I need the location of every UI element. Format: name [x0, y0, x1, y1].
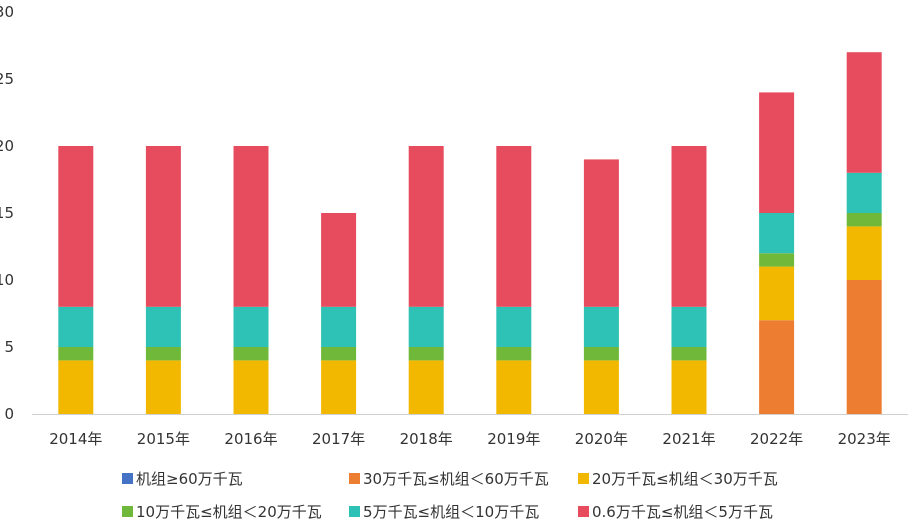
- bar-segment: [321, 306, 357, 347]
- x-tick-label: 2018年: [400, 430, 453, 448]
- bar-segment: [759, 213, 795, 254]
- bar-segment: [408, 146, 444, 307]
- bar-segment: [496, 306, 532, 347]
- bar-segment: [583, 306, 619, 347]
- legend-swatch: [349, 473, 360, 484]
- bar-segment: [671, 347, 707, 361]
- bar-segment: [759, 253, 795, 267]
- legend-swatch: [349, 506, 360, 517]
- bar-segment: [671, 146, 707, 307]
- x-tick-label: 2015年: [137, 430, 190, 448]
- x-tick-label: 2016年: [224, 430, 277, 448]
- bar-segment: [583, 159, 619, 307]
- bar-segment: [321, 347, 357, 361]
- bar-segment: [759, 266, 795, 321]
- bar-segment: [496, 347, 532, 361]
- x-axis-ticks: 2014年 2015年 2016年 2017年 2018年 2019年 2020年 2021年…: [49, 430, 891, 448]
- bar-segment: [321, 213, 357, 307]
- legend-label: 机组≥60万千瓦: [136, 470, 243, 488]
- y-tick-label: 10: [0, 271, 14, 289]
- bar-segment: [671, 306, 707, 347]
- x-tick-label: 2019年: [487, 430, 540, 448]
- legend-label: 0.6万千瓦≤机组＜5万千瓦: [592, 503, 773, 521]
- bar-segment: [145, 347, 181, 361]
- x-tick-label: 2023年: [838, 430, 891, 448]
- bar-segment: [321, 360, 357, 414]
- x-tick-label: 2014年: [49, 430, 102, 448]
- y-tick-label: 15: [0, 204, 14, 222]
- legend-label: 30万千瓦≤机组＜60万千瓦: [363, 470, 549, 488]
- bar-segment: [58, 306, 94, 347]
- bar-segment: [846, 52, 882, 173]
- legend-swatch: [122, 473, 133, 484]
- bar-segment: [583, 347, 619, 361]
- bar-segment: [233, 146, 269, 307]
- legend-swatch: [578, 473, 589, 484]
- bar-segment: [58, 146, 94, 307]
- bars-group: [58, 52, 882, 414]
- bar-segment: [145, 306, 181, 347]
- x-tick-label: 2020年: [575, 430, 628, 448]
- legend-swatch: [122, 506, 133, 517]
- legend-label: 5万千瓦≤机组＜10万千瓦: [363, 503, 539, 521]
- bar-segment: [583, 360, 619, 414]
- bar-segment: [58, 347, 94, 361]
- bar-segment: [58, 360, 94, 414]
- legend-label: 20万千瓦≤机组＜30万千瓦: [592, 470, 778, 488]
- bar-segment: [759, 320, 795, 414]
- y-tick-label: 25: [0, 70, 14, 88]
- bar-segment: [233, 360, 269, 414]
- x-tick-label: 2021年: [662, 430, 715, 448]
- bar-segment: [846, 172, 882, 213]
- legend: 机组≥60万千瓦 30万千瓦≤机组＜60万千瓦 20万千瓦≤机组＜30万千瓦 10万千…: [122, 470, 778, 521]
- bar-segment: [233, 347, 269, 361]
- y-tick-label: 5: [4, 338, 14, 356]
- x-tick-label: 2022年: [750, 430, 803, 448]
- bar-segment: [671, 360, 707, 414]
- bar-segment: [846, 213, 882, 227]
- bar-segment: [233, 306, 269, 347]
- y-tick-label: 20: [0, 137, 14, 155]
- legend-swatch: [578, 506, 589, 517]
- bar-segment: [846, 226, 882, 280]
- y-tick-label: 30: [0, 3, 14, 21]
- bar-segment: [408, 360, 444, 414]
- bar-segment: [496, 146, 532, 307]
- bar-segment: [145, 360, 181, 414]
- bar-segment: [496, 360, 532, 414]
- bar-segment: [759, 92, 795, 213]
- bar-segment: [846, 280, 882, 414]
- legend-label: 10万千瓦≤机组＜20万千瓦: [136, 503, 322, 521]
- bar-segment: [408, 347, 444, 361]
- bar-segment: [408, 306, 444, 347]
- x-tick-label: 2017年: [312, 430, 365, 448]
- bar-segment: [145, 146, 181, 307]
- y-axis-ticks: 0 5 10 15 20 25 30: [0, 3, 14, 423]
- y-tick-label: 0: [4, 405, 14, 423]
